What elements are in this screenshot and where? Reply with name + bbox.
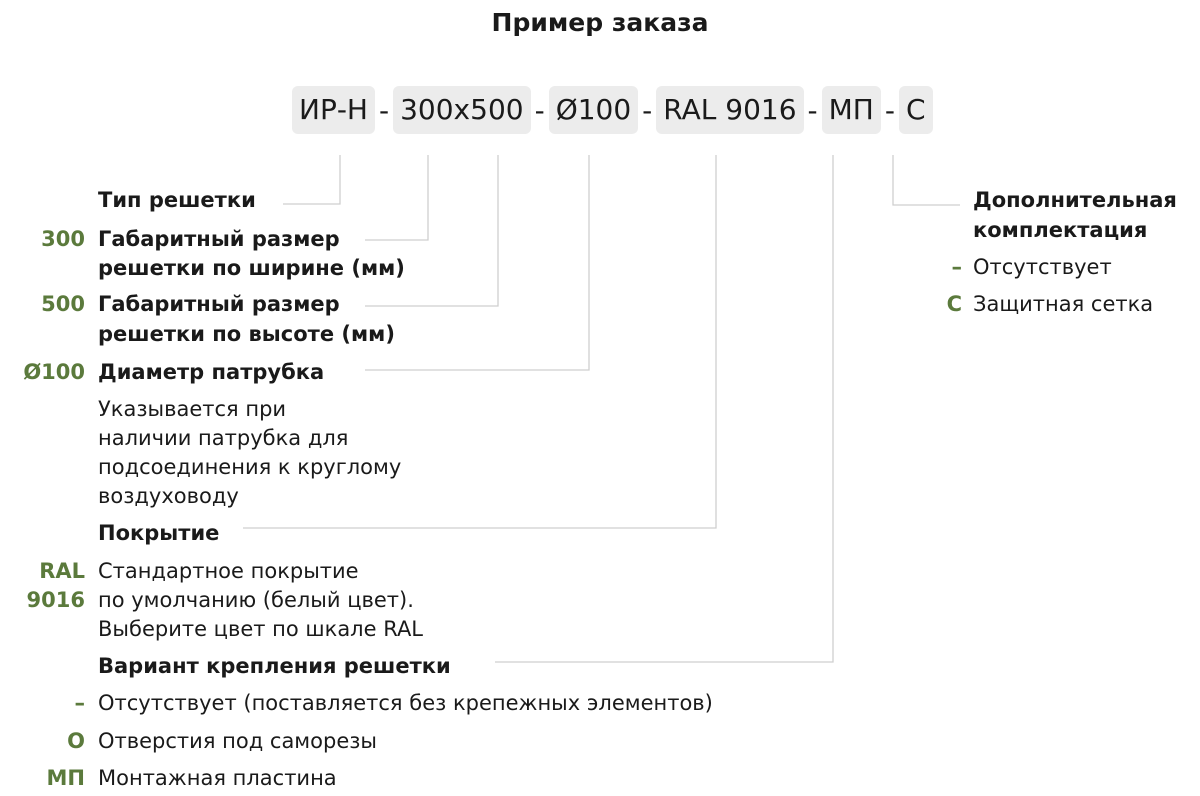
diameter-desc-3: подсоединения к круглому <box>98 455 402 479</box>
coating-desc-1: Стандартное покрытие <box>98 559 359 583</box>
leader-type <box>283 155 341 205</box>
page-title: Пример заказа <box>491 8 709 37</box>
diameter-title: Диаметр патрубка <box>98 360 325 384</box>
coating-key-1: RAL <box>39 559 85 583</box>
type-title: Тип решетки <box>98 188 256 212</box>
code-separator: - <box>642 93 653 127</box>
diameter-key: Ø100 <box>23 360 85 384</box>
coating-title: Покрытие <box>98 521 220 545</box>
coating-desc-3: Выберите цвет по шкале RAL <box>98 617 424 641</box>
leader-diameter <box>365 155 590 371</box>
mount-text-holes: Отверстия под саморезы <box>98 729 377 753</box>
code-segment-type: ИР-Н <box>292 86 375 134</box>
order-code: ИР-Н - 300x500 - Ø100 - RAL 9016 - МП - … <box>292 86 933 134</box>
extra-title-1: Дополнительная <box>973 188 1177 212</box>
code-separator: - <box>379 93 390 127</box>
width-title-1: Габаритный размер <box>98 227 340 251</box>
extra-key-none: – <box>951 255 963 279</box>
extra-text-none: Отсутствует <box>973 255 1112 279</box>
mount-title: Вариант крепления решетки <box>98 654 451 678</box>
mount-key-holes: О <box>67 729 85 753</box>
coating-key-2: 9016 <box>26 588 85 612</box>
mount-key-plate: МП <box>46 766 85 790</box>
code-separator: - <box>884 93 895 127</box>
diameter-desc-2: наличии патрубка для <box>98 426 349 450</box>
width-key: 300 <box>41 227 85 251</box>
leader-height <box>365 155 499 307</box>
code-segment-mount: МП <box>821 86 881 134</box>
height-title-2: решетки по высоте (мм) <box>98 322 395 346</box>
leader-extra <box>892 155 960 206</box>
extra-key-mesh: С <box>946 292 962 316</box>
code-separator: - <box>534 93 545 127</box>
leader-width <box>365 155 429 241</box>
extra-title-2: комплектация <box>973 218 1148 242</box>
code-segment-extra: С <box>898 86 933 134</box>
code-separator: - <box>807 93 818 127</box>
height-title-1: Габаритный размер <box>98 292 340 316</box>
mount-key-none: – <box>74 691 86 715</box>
leader-coating <box>243 155 717 529</box>
code-segment-diameter: Ø100 <box>548 86 639 134</box>
diameter-desc-4: воздуховоду <box>98 484 239 508</box>
code-segment-coating: RAL 9016 <box>656 86 804 134</box>
height-key: 500 <box>41 292 85 316</box>
width-title-2: решетки по ширине (мм) <box>98 256 405 280</box>
leader-mount <box>495 155 834 663</box>
mount-text-plate: Монтажная пластина <box>98 766 337 790</box>
mount-text-none: Отсутствует (поставляется без крепежных … <box>98 691 713 715</box>
extra-text-mesh: Защитная сетка <box>973 292 1154 316</box>
diameter-desc-1: Указывается при <box>98 397 287 421</box>
code-segment-size: 300x500 <box>393 86 531 134</box>
coating-desc-2: по умолчанию (белый цвет). <box>98 588 414 612</box>
